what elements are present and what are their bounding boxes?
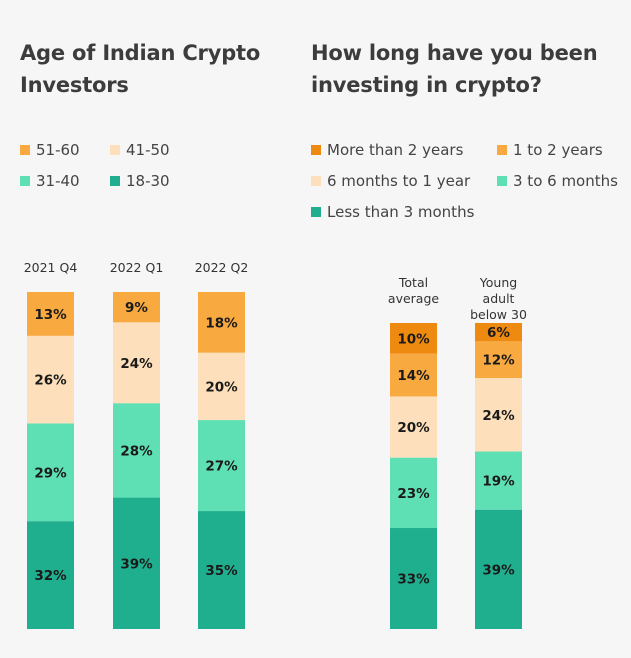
bar-segment-young-adult-below-30-more-than-2-years	[475, 323, 522, 342]
legend-item-41-50: 41-50	[110, 141, 170, 159]
bar-segment-2022-q1-41-50	[113, 322, 160, 404]
data-label: 12%	[482, 353, 515, 369]
bar-2022-q2: 35% 27% 20% 18%	[198, 292, 245, 629]
data-label: 35%	[205, 563, 238, 579]
bar-segment-2022-q1-51-60	[113, 292, 160, 323]
legend-swatch	[311, 175, 321, 186]
data-label: 6%	[487, 325, 510, 341]
bar-segment-2022-q1-31-40	[113, 403, 160, 498]
legend-item-18-30: 18-30	[110, 172, 170, 190]
bar-segment-2021-q4-51-60	[27, 292, 74, 336]
legend-swatch	[311, 206, 321, 217]
legend-swatch	[497, 144, 507, 155]
bar-segment-2022-q2-31-40	[198, 420, 245, 512]
legend-swatch	[311, 144, 321, 155]
bar-segment-total-average-3-to-6-months	[390, 457, 437, 529]
legend-item-31-40: 31-40	[20, 172, 80, 190]
legend-swatch	[497, 175, 507, 186]
category-label-2022-q1: 2022 Q1	[110, 260, 164, 275]
legend-label: 31-40	[36, 172, 80, 190]
data-label: 32%	[34, 568, 67, 584]
bar-segment-2022-q2-41-50	[198, 352, 245, 421]
legend-item-51-60: 51-60	[20, 141, 80, 159]
bar-segment-2021-q4-18-30	[27, 521, 74, 629]
data-label: 39%	[482, 562, 515, 578]
legend-label: 18-30	[126, 172, 170, 190]
data-label: 39%	[120, 556, 153, 572]
bar-segment-total-average-more-than-2-years	[390, 323, 437, 354]
legend-item-1-to-2-years: 1 to 2 years	[497, 141, 603, 159]
data-label: 19%	[482, 474, 515, 490]
bar-segment-total-average-6-months-to-1-year	[390, 396, 437, 458]
chart-title-age: Age of Indian Crypto Investors	[20, 41, 261, 97]
data-label: 9%	[125, 300, 148, 316]
data-label: 26%	[34, 373, 67, 389]
legend-item-more-than-2-years: More than 2 years	[311, 141, 463, 159]
category-label-2022-q2: 2022 Q2	[195, 260, 249, 275]
category-label-2021-q4: 2021 Q4	[24, 260, 78, 275]
bar-young-adult-below-30: 39% 19% 24% 12% 6%	[475, 323, 522, 629]
bar-segment-total-average-1-to-2-years	[390, 353, 437, 397]
legend-label: More than 2 years	[327, 141, 464, 159]
bar-total-average: 33% 23% 20% 14% 10%	[390, 323, 437, 629]
data-label: 13%	[34, 307, 67, 323]
chart-title-duration: How long have you been investing in cryp…	[311, 41, 598, 97]
legend-label: Less than 3 months	[327, 203, 475, 221]
bar-segment-2021-q4-41-50	[27, 335, 74, 424]
data-label: 14%	[397, 368, 430, 384]
data-label: 23%	[397, 486, 430, 502]
legend-label: 3 to 6 months	[513, 172, 618, 190]
legend-swatch	[110, 175, 120, 186]
data-label: 10%	[397, 331, 430, 347]
legend-label: 6 months to 1 year	[327, 172, 471, 190]
bar-2021-q4: 32% 29% 26% 13%	[27, 292, 74, 629]
bar-segment-2022-q1-18-30	[113, 497, 160, 629]
bar-segment-2022-q2-51-60	[198, 292, 245, 353]
legend-item-3-to-6-months: 3 to 6 months	[497, 172, 618, 190]
legend-label: 1 to 2 years	[513, 141, 603, 159]
category-label-total-average: Total average	[388, 275, 439, 306]
data-label: 29%	[34, 465, 67, 481]
legend-label: 41-50	[126, 141, 170, 159]
data-label: 27%	[205, 459, 238, 475]
data-label: 18%	[205, 315, 238, 331]
bar-2022-q1: 39% 28% 24% 9%	[113, 292, 160, 629]
data-label: 33%	[397, 572, 430, 588]
bar-segment-young-adult-below-30-3-to-6-months	[475, 451, 522, 510]
data-label: 20%	[205, 379, 238, 395]
legend-item-less-than-3-months: Less than 3 months	[311, 203, 474, 221]
data-label: 24%	[120, 356, 153, 372]
bar-segment-2021-q4-31-40	[27, 423, 74, 522]
legend-swatch	[20, 144, 30, 155]
bar-segment-young-adult-below-30-1-to-2-years	[475, 341, 522, 379]
category-label-young-adult-below-30: Young adult below 30	[470, 275, 527, 322]
legend-swatch	[110, 144, 120, 155]
bar-segment-total-average-less-than-3-months	[390, 528, 437, 629]
data-label: 20%	[397, 420, 430, 436]
legend-label: 51-60	[36, 141, 80, 159]
data-label: 28%	[120, 443, 153, 459]
bar-segment-2022-q2-18-30	[198, 511, 245, 629]
legend-item-6-months-to-1-year: 6 months to 1 year	[311, 172, 470, 190]
data-label: 24%	[482, 408, 515, 424]
bar-segment-young-adult-below-30-less-than-3-months	[475, 509, 522, 629]
legend-swatch	[20, 175, 30, 186]
bar-segment-young-adult-below-30-6-months-to-1-year	[475, 378, 522, 452]
